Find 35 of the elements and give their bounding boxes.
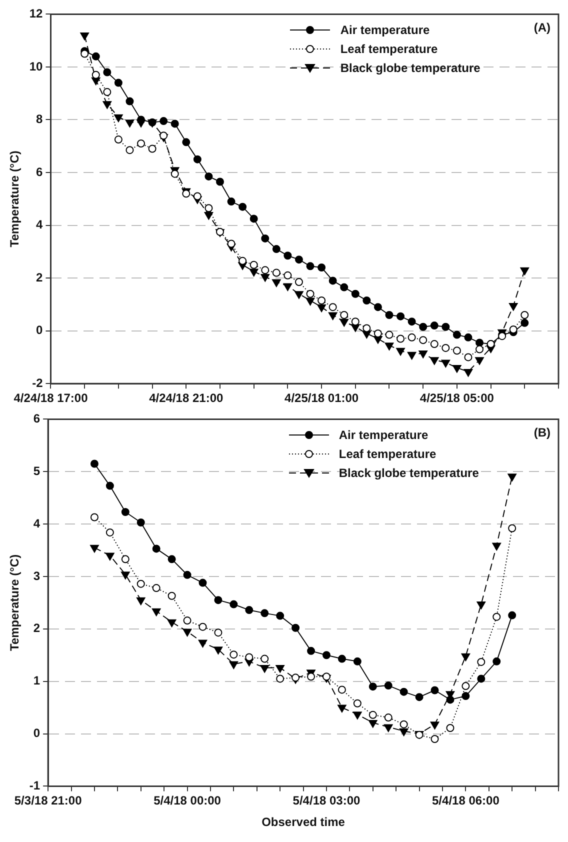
y-tick-label: 1 [33,674,40,688]
y-tick-label: 8 [36,112,44,126]
y-tick-label: 6 [33,412,40,426]
y-tick-label: 0 [33,726,40,740]
x-tick-label: 5/4/18 00:00 [154,794,222,808]
annotation: (B) [534,426,550,440]
x-tick-label: 5/3/18 21:00 [14,794,82,808]
x-tick-label: 4/24/18 17:00 [14,391,88,406]
y-tick-label: -2 [32,376,44,390]
x-axis-title: Observed time [262,815,346,830]
y-tick-label: 0 [36,323,44,338]
y-tick-label: 12 [29,6,44,21]
y-tick-label: 3 [33,568,40,583]
y-tick-label: -1 [29,778,40,793]
x-tick-label: 4/25/18 01:00 [284,391,359,406]
legend-label: Leaf temperature [340,42,438,56]
legend-label: Black globe temperature [340,60,480,75]
y-tick-label: 5 [33,464,40,478]
y-axis-title: Temperature (°C) [8,554,22,651]
legend-label: Air temperature [338,428,428,442]
y-tick-label: 4 [33,516,40,530]
y-tick-label: 10 [29,59,44,74]
x-tick-label: 4/25/18 05:00 [420,391,494,406]
x-tick-label: 5/4/18 06:00 [432,794,500,808]
legend-label: Leaf temperature [338,446,436,461]
y-tick-label: 2 [33,621,40,636]
y-tick-label: 6 [36,164,44,179]
y-axis-title: Temperature (°C) [8,150,22,248]
legend-label: Black globe temperature [338,466,479,480]
x-tick-label: 4/24/18 21:00 [149,391,224,406]
y-tick-label: 4 [36,218,44,232]
annotation: (A) [534,20,550,35]
y-tick-label: 2 [36,270,44,284]
legend-label: Air temperature [340,22,430,37]
x-tick-label: 5/4/18 03:00 [292,794,361,808]
